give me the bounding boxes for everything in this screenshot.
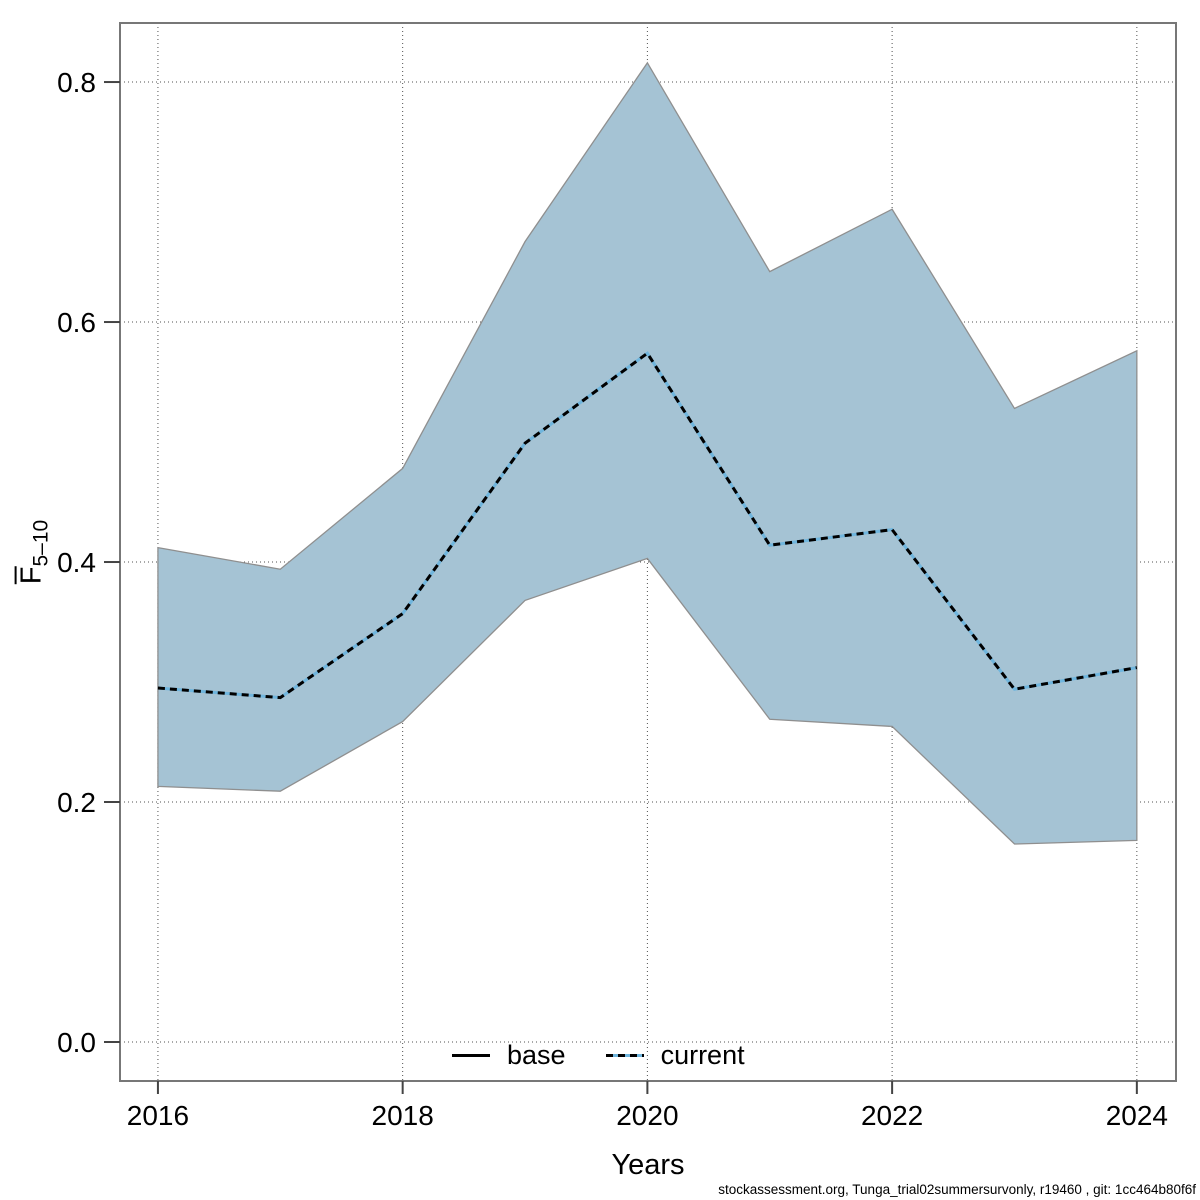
y-axis-title-sub: 5–10 (29, 519, 53, 567)
y-axis-title: F5–10 (14, 519, 54, 585)
x-tick-label: 2024 (1106, 1100, 1168, 1131)
y-tick-label: 0.4 (57, 547, 96, 578)
x-tick-label: 2020 (616, 1100, 678, 1131)
x-tick-label: 2016 (127, 1100, 189, 1131)
x-tick-label: 2022 (861, 1100, 923, 1131)
y-tick-label: 0.8 (57, 67, 96, 98)
confidence-band (157, 61, 1138, 845)
legend-item-current: current (605, 1040, 745, 1071)
legend-line-current (605, 1054, 644, 1057)
y-axis-title-main: F (14, 566, 48, 585)
x-tick-label: 2018 (372, 1100, 434, 1131)
legend-label-base: base (507, 1040, 566, 1070)
current-line (157, 351, 1138, 700)
legend: base current (452, 1040, 745, 1071)
y-tick-label: 0.2 (57, 787, 96, 818)
axes (104, 81, 1138, 1094)
y-tick-label: 0.0 (57, 1027, 96, 1058)
x-axis-title: Years (611, 1149, 685, 1181)
legend-item-base: base (452, 1040, 566, 1071)
legend-label-current: current (660, 1040, 745, 1070)
legend-line-base (452, 1054, 490, 1057)
footer-attribution: stockassessment.org, Tunga_trial02summer… (718, 1182, 1196, 1197)
y-tick-label: 0.6 (57, 307, 96, 338)
